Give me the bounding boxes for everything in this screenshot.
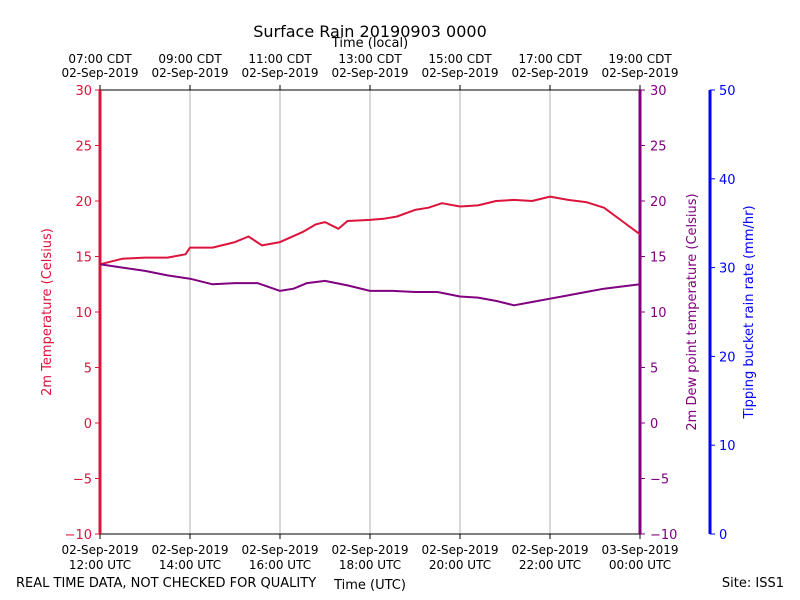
gridlines (189, 90, 551, 534)
bottom-tick-time: 12:00 UTC (69, 558, 131, 572)
temperature-line (99, 195, 641, 266)
bottom-tick-date: 02-Sep-2019 (511, 543, 588, 557)
top-tick-time: 09:00 CDT (158, 52, 222, 66)
bottom-tick-time: 14:00 UTC (159, 558, 221, 572)
bottom-tick-date: 02-Sep-2019 (151, 543, 228, 557)
right-tick-label: 20 (650, 195, 667, 210)
top-tick-date: 02-Sep-2019 (151, 66, 228, 80)
right-tick-label: 0 (650, 417, 658, 432)
rain-tick-label: 0 (719, 528, 727, 543)
top-tick-time: 19:00 CDT (608, 52, 672, 66)
right-axis-label: 2m Dew point temperature (Celsius) (685, 193, 700, 430)
bottom-tick-date: 02-Sep-2019 (421, 543, 498, 557)
bottom-tick-time: 20:00 UTC (429, 558, 491, 572)
top-tick-time: 07:00 CDT (68, 52, 132, 66)
right-tick-label: 30 (650, 84, 667, 99)
chart-title: Surface Rain 20190903 0000 (253, 22, 487, 41)
right-tick-label: 25 (650, 140, 667, 155)
axes (98, 89, 712, 535)
bottom-tick-time: 18:00 UTC (339, 558, 401, 572)
left-tick-label: 5 (84, 362, 92, 377)
right-tick-label: 5 (650, 362, 658, 377)
bottom-tick-date: 02-Sep-2019 (61, 543, 138, 557)
right-tick-label: 10 (650, 306, 667, 321)
site-label: Site: ISS1 (721, 576, 784, 591)
left-tick-label: 10 (75, 306, 92, 321)
bottom-tick-date: 02-Sep-2019 (241, 543, 318, 557)
rain-axis-label: Tipping bucket rain rate (mm/hr) (742, 205, 757, 419)
series-lines (99, 195, 641, 307)
bottom-tick-time: 22:00 UTC (519, 558, 581, 572)
rain-tick-label: 30 (719, 262, 736, 277)
top-tick-date: 02-Sep-2019 (601, 66, 678, 80)
left-tick-label: 0 (84, 417, 92, 432)
rain-tick-label: 20 (719, 350, 736, 365)
ticks: 302520151050−5−10302520151050−5−10504030… (61, 52, 735, 572)
top-tick-date: 02-Sep-2019 (421, 66, 498, 80)
top-tick-time: 13:00 CDT (338, 52, 402, 66)
top-tick-date: 02-Sep-2019 (511, 66, 588, 80)
top-tick-time: 11:00 CDT (248, 52, 312, 66)
rain-tick-label: 50 (719, 84, 736, 99)
bottom-tick-date: 03-Sep-2019 (601, 543, 678, 557)
top-tick-time: 15:00 CDT (428, 52, 492, 66)
left-tick-label: −10 (65, 528, 92, 543)
left-tick-label: −5 (73, 473, 92, 488)
rain-tick-label: 10 (719, 439, 736, 454)
bottom-tick-date: 02-Sep-2019 (331, 543, 408, 557)
quality-note: REAL TIME DATA, NOT CHECKED FOR QUALITY (16, 576, 317, 591)
right-tick-label: −5 (650, 473, 669, 488)
dewpoint-line (99, 263, 641, 307)
left-axis-label: 2m Temperature (Celsius) (40, 228, 55, 396)
left-tick-label: 30 (75, 84, 92, 99)
left-tick-label: 20 (75, 195, 92, 210)
right-tick-label: −10 (650, 528, 677, 543)
bottom-tick-time: 00:00 UTC (609, 558, 671, 572)
left-tick-label: 15 (75, 251, 92, 266)
x-axis-label: Time (UTC) (333, 578, 406, 593)
top-tick-date: 02-Sep-2019 (331, 66, 408, 80)
top-tick-date: 02-Sep-2019 (61, 66, 138, 80)
rain-tick-label: 40 (719, 173, 736, 188)
top-axis-label: Time (local) (331, 36, 408, 51)
left-tick-label: 25 (75, 140, 92, 155)
top-tick-time: 17:00 CDT (518, 52, 582, 66)
bottom-tick-time: 16:00 UTC (249, 558, 311, 572)
top-tick-date: 02-Sep-2019 (241, 66, 318, 80)
right-tick-label: 15 (650, 251, 667, 266)
